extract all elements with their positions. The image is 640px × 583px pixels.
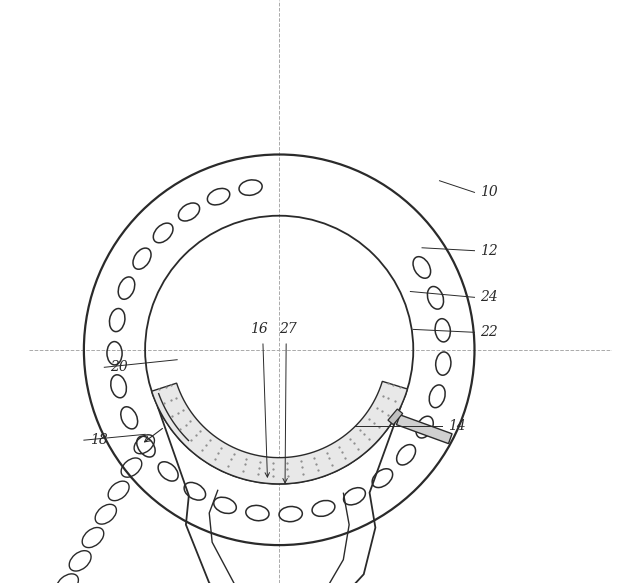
Text: 14: 14 <box>448 419 466 433</box>
Text: 20: 20 <box>110 360 128 374</box>
Polygon shape <box>152 381 408 484</box>
Text: 12: 12 <box>481 244 498 258</box>
Text: 16: 16 <box>250 322 268 336</box>
Text: 22: 22 <box>481 325 498 339</box>
Text: 27: 27 <box>279 322 297 336</box>
Polygon shape <box>396 415 452 444</box>
Text: 10: 10 <box>481 185 498 199</box>
Text: 18: 18 <box>90 433 108 447</box>
Text: 24: 24 <box>481 290 498 304</box>
Polygon shape <box>388 409 403 424</box>
